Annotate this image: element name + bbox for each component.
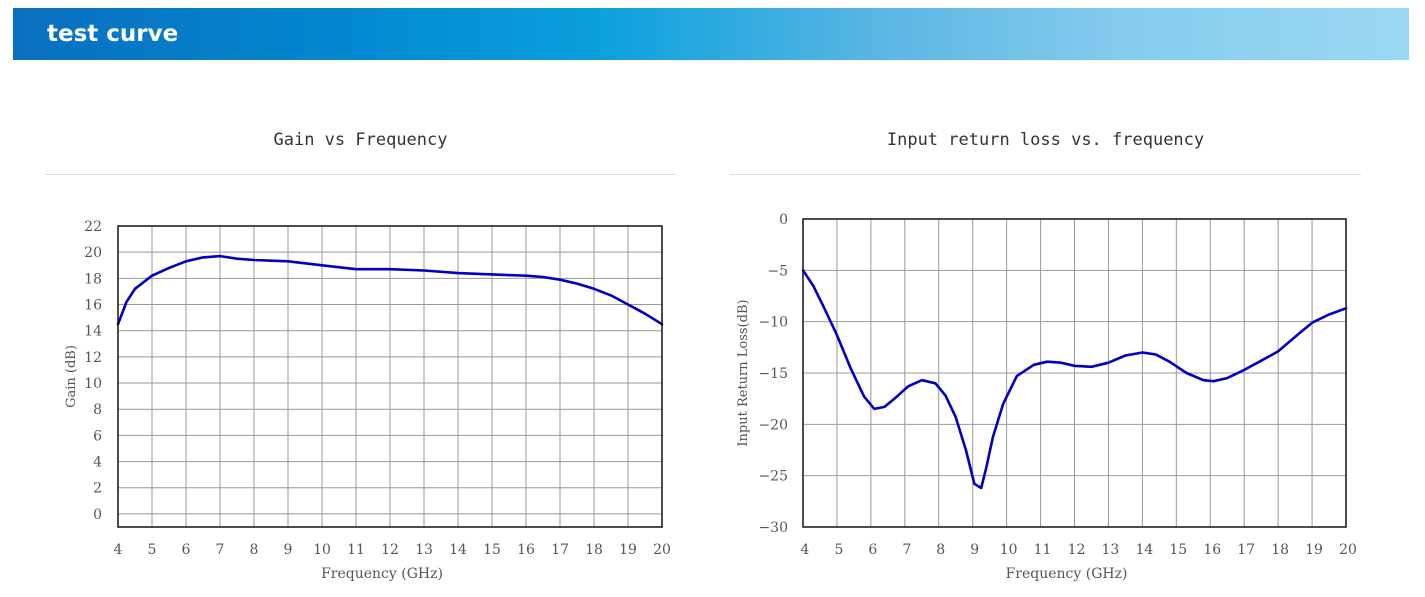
x-tick-label: 14 — [449, 542, 467, 558]
x-tick-label: 20 — [653, 542, 671, 558]
y-tick-label: 18 — [84, 271, 102, 287]
y-tick-label: 0 — [779, 212, 788, 228]
x-tick-label: 8 — [936, 542, 945, 558]
y-tick-label: 22 — [84, 219, 102, 235]
y-tick-label: −30 — [758, 520, 788, 536]
x-tick-label: 7 — [902, 542, 911, 558]
x-tick-label: 7 — [216, 542, 225, 558]
y-tick-label: 6 — [93, 428, 102, 444]
gain-chart: 4 5 6 7 8 9 10 11 12 13 14 15 16 17 18 19 20 0 2 4 6 8 10 12 14 1… — [64, 219, 671, 582]
x-tick-label: 6 — [182, 542, 191, 558]
return-loss-chart: 4 5 6 7 8 9 10 11 12 13 14 15 16 17 18 19 20 0 −5 −10 −15 −20… — [736, 212, 1357, 582]
return-loss-title-divider — [730, 174, 1361, 175]
y-axis-label: Gain (dB) — [64, 345, 79, 408]
x-tick-label: 15 — [483, 542, 501, 558]
y-tick-label: 0 — [93, 507, 102, 523]
x-tick-label: 17 — [551, 542, 569, 558]
x-tick-label: 15 — [1169, 542, 1187, 558]
y-tick-label: −10 — [758, 315, 788, 331]
page-title: test curve — [47, 21, 179, 47]
series-line — [116, 254, 664, 326]
y-tick-label: 4 — [93, 455, 102, 471]
x-tick-label: 4 — [114, 542, 123, 558]
return-loss-chart-title: Input return loss vs. frequency — [886, 130, 1205, 150]
y-tick-label: 20 — [84, 245, 102, 261]
x-tick-label: 6 — [868, 542, 877, 558]
x-tick-label: 16 — [1203, 542, 1221, 558]
y-tick-label: 16 — [84, 298, 102, 314]
x-tick-label: 12 — [381, 542, 399, 558]
y-tick-label: 10 — [84, 376, 102, 392]
y-tick-label: 12 — [84, 350, 102, 366]
plot-frame — [117, 225, 663, 528]
y-tick-label: 2 — [93, 481, 102, 497]
x-tick-label: 11 — [1034, 542, 1052, 558]
x-tick-label: 20 — [1339, 542, 1357, 558]
x-axis-label: Frequency (GHz) — [321, 566, 443, 582]
x-tick-label: 10 — [313, 542, 331, 558]
x-tick-label: 5 — [148, 542, 157, 558]
y-tick-label: 14 — [84, 324, 102, 340]
y-tick-label: −5 — [767, 263, 788, 279]
gain-chart-title: Gain vs Frequency — [273, 130, 448, 150]
x-tick-label: 17 — [1237, 542, 1255, 558]
x-tick-label: 16 — [517, 542, 535, 558]
x-tick-label: 9 — [284, 542, 293, 558]
x-tick-label: 11 — [347, 542, 365, 558]
x-axis-label: Frequency (GHz) — [1006, 566, 1128, 582]
x-tick-label: 14 — [1135, 542, 1153, 558]
header-banner: test curve — [13, 8, 1409, 60]
y-tick-label: −25 — [758, 469, 788, 485]
plot-frame — [802, 218, 1347, 528]
x-tick-label: 5 — [834, 542, 843, 558]
x-tick-label: 4 — [801, 542, 810, 558]
x-tick-label: 19 — [1305, 542, 1323, 558]
y-tick-label: −15 — [758, 366, 788, 382]
x-tick-label: 8 — [250, 542, 259, 558]
x-tick-label: 18 — [1271, 542, 1289, 558]
x-tick-label: 9 — [970, 542, 979, 558]
y-tick-label: −20 — [758, 417, 788, 433]
x-tick-label: 18 — [585, 542, 603, 558]
x-tick-label: 19 — [619, 542, 637, 558]
y-tick-label: 8 — [93, 402, 102, 418]
x-tick-label: 13 — [415, 542, 433, 558]
gain-title-divider — [45, 174, 676, 175]
x-tick-label: 12 — [1068, 542, 1086, 558]
x-tick-label: 13 — [1102, 542, 1120, 558]
series-line — [801, 269, 1348, 490]
y-axis-label: Input Return Loss(dB) — [736, 299, 751, 446]
x-tick-label: 10 — [1000, 542, 1018, 558]
